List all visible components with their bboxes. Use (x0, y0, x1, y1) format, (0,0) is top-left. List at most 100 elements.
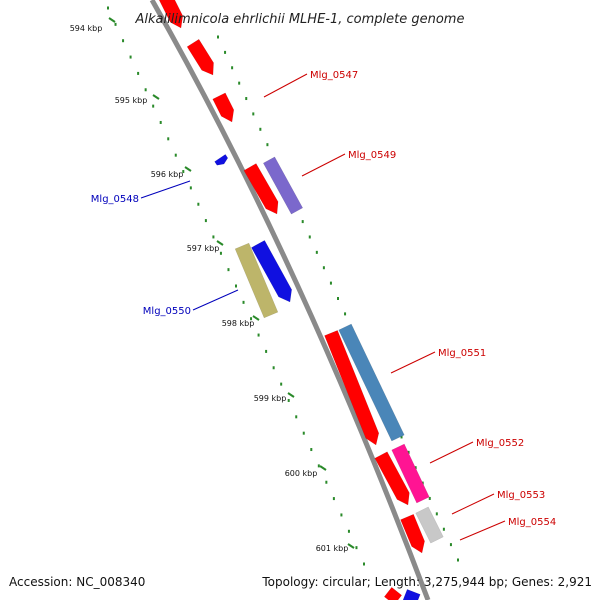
kbp-label: 599 kbp (254, 394, 287, 403)
gene-label-mlg-0550[interactable]: Mlg_0550 (143, 306, 191, 317)
scale-dot (435, 512, 438, 516)
scale-dot (224, 50, 227, 54)
scale-dot (428, 496, 431, 500)
scale-dot (355, 546, 358, 550)
scale-dot (259, 127, 262, 131)
scale-dot (204, 219, 207, 223)
scale-dot (114, 22, 117, 26)
label-leader-line (429, 441, 474, 464)
gene-mlg-0549-cds[interactable] (243, 163, 279, 215)
gene-mlg-0549[interactable] (262, 156, 304, 215)
scale-dot (217, 35, 219, 39)
scale-dot (227, 268, 230, 272)
accession-label: Accession: NC_008340 (9, 575, 145, 589)
scale-dot (137, 71, 140, 75)
gene-mlg-0552[interactable] (391, 443, 430, 504)
scale-dot (347, 529, 350, 533)
kbp-tick (347, 543, 355, 549)
scale-dot (414, 466, 417, 470)
label-leader-line (301, 153, 346, 177)
scale-dot (317, 464, 320, 468)
gene-mlg-0550[interactable] (234, 242, 279, 319)
scale-dot (159, 120, 162, 124)
kbp-label: 596 kbp (151, 170, 184, 179)
label-leader-line (263, 73, 308, 98)
scale-dot (301, 220, 304, 224)
scale-dot (280, 382, 283, 386)
label-leader-line (459, 520, 506, 541)
scale-dot (129, 55, 132, 59)
kbp-label: 594 kbp (70, 24, 103, 33)
scale-dot (344, 312, 347, 316)
kbp-label: 600 kbp (285, 469, 318, 478)
gene-label-mlg-0548[interactable]: Mlg_0548 (91, 194, 139, 205)
genome-summary: Topology: circular; Length: 3,275,944 bp… (261, 575, 592, 589)
cds-next-reverse[interactable] (402, 589, 421, 600)
gene-label-mlg-0553[interactable]: Mlg_0553 (497, 490, 545, 501)
scale-dot (266, 143, 269, 147)
scale-dot (400, 435, 403, 439)
gene-mlg-0551-cds[interactable] (324, 330, 380, 446)
scale-dot (308, 235, 311, 239)
scale-dot (322, 266, 325, 270)
kbp-ticks: 594 kbp 595 kbp 596 kbp 597 kbp 598 kbp 599 k… (70, 17, 355, 553)
genome-backbone (149, 0, 431, 600)
scale-dot (257, 333, 260, 337)
gene-mlg-0553-cds[interactable] (400, 513, 425, 554)
kbp-label: 597 kbp (187, 244, 220, 253)
scale-dot (302, 431, 305, 435)
gene-mlg-0548[interactable] (214, 154, 229, 166)
gene-label-mlg-0551[interactable]: Mlg_0551 (438, 348, 486, 359)
gene-mlg-0553[interactable] (415, 506, 444, 544)
scale-dot (442, 527, 445, 531)
label-leader-line (390, 351, 436, 374)
gene-mlg-0551[interactable] (338, 323, 405, 442)
gene-labels: Mlg_0547 Mlg_0549 Mlg_0548 Mlg_0550 Mlg_0551… (91, 70, 556, 541)
gene-mlg-0552-cds[interactable] (374, 451, 410, 506)
scale-dot (122, 39, 125, 43)
gene-mlg-0550-cds[interactable] (251, 240, 292, 303)
scale-dot (295, 415, 298, 419)
scale-dot (231, 66, 234, 70)
scale-track-outer (107, 6, 365, 566)
label-leader-line (451, 493, 495, 515)
scale-dot (182, 170, 185, 174)
scale-dot (457, 558, 459, 562)
scale-dot (152, 104, 155, 108)
gene-features (157, 0, 444, 600)
kbp-label: 598 kbp (222, 319, 255, 328)
scale-dot (174, 153, 177, 157)
gene-label-mlg-0552[interactable]: Mlg_0552 (476, 438, 524, 449)
cds-forward-3[interactable] (212, 92, 235, 123)
label-leader-line (192, 289, 239, 311)
scale-dot (325, 480, 328, 484)
gene-label-mlg-0554[interactable]: Mlg_0554 (508, 517, 556, 528)
cds-forward-2[interactable] (186, 38, 214, 76)
scale-dot (242, 300, 245, 304)
cds-forward-1[interactable] (157, 0, 184, 29)
scale-dot (219, 251, 222, 255)
scale-dot (250, 317, 253, 321)
backbone-line (149, 0, 431, 600)
gene-label-mlg-0547[interactable]: Mlg_0547 (310, 70, 358, 81)
scale-dot (407, 450, 410, 454)
scale-dot (363, 562, 365, 566)
kbp-label: 601 kbp (316, 544, 349, 553)
scale-dot (340, 513, 343, 517)
scale-dot (449, 543, 452, 547)
scale-dot (245, 97, 248, 101)
scale-dot (332, 497, 335, 501)
cds-next[interactable] (383, 586, 403, 600)
gene-label-mlg-0549[interactable]: Mlg_0549 (348, 150, 396, 161)
scale-dot (189, 186, 192, 190)
scale-dot (197, 202, 200, 206)
scale-dot (235, 284, 237, 288)
scale-dot (252, 112, 255, 116)
scale-dot (238, 81, 241, 85)
scale-dot (337, 297, 339, 300)
scale-dot (167, 137, 170, 141)
kbp-tick (216, 240, 224, 246)
scale-dot (144, 88, 147, 92)
kbp-tick (152, 94, 160, 100)
